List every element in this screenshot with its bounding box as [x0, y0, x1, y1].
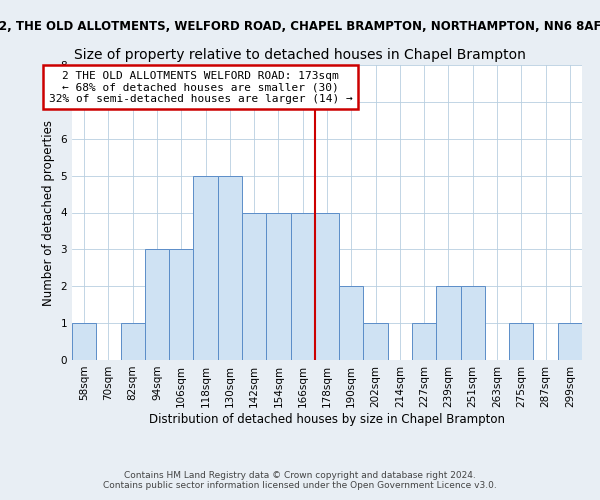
- Bar: [412, 323, 436, 360]
- Text: 2 THE OLD ALLOTMENTS WELFORD ROAD: 173sqm
← 68% of detached houses are smaller (: 2 THE OLD ALLOTMENTS WELFORD ROAD: 173sq…: [49, 70, 353, 104]
- Bar: [461, 286, 485, 360]
- Bar: [218, 176, 242, 360]
- X-axis label: Distribution of detached houses by size in Chapel Brampton: Distribution of detached houses by size …: [149, 412, 505, 426]
- Bar: [145, 250, 169, 360]
- Bar: [364, 323, 388, 360]
- Bar: [290, 212, 315, 360]
- Bar: [558, 323, 582, 360]
- Bar: [242, 212, 266, 360]
- Bar: [169, 250, 193, 360]
- Bar: [509, 323, 533, 360]
- Bar: [193, 176, 218, 360]
- Bar: [339, 286, 364, 360]
- Bar: [72, 323, 96, 360]
- Bar: [121, 323, 145, 360]
- Bar: [436, 286, 461, 360]
- Bar: [315, 212, 339, 360]
- Text: 2, THE OLD ALLOTMENTS, WELFORD ROAD, CHAPEL BRAMPTON, NORTHAMPTON, NN6 8AF: 2, THE OLD ALLOTMENTS, WELFORD ROAD, CHA…: [0, 20, 600, 33]
- Text: Contains HM Land Registry data © Crown copyright and database right 2024.
Contai: Contains HM Land Registry data © Crown c…: [103, 470, 497, 490]
- Text: Size of property relative to detached houses in Chapel Brampton: Size of property relative to detached ho…: [74, 48, 526, 62]
- Y-axis label: Number of detached properties: Number of detached properties: [42, 120, 55, 306]
- Bar: [266, 212, 290, 360]
